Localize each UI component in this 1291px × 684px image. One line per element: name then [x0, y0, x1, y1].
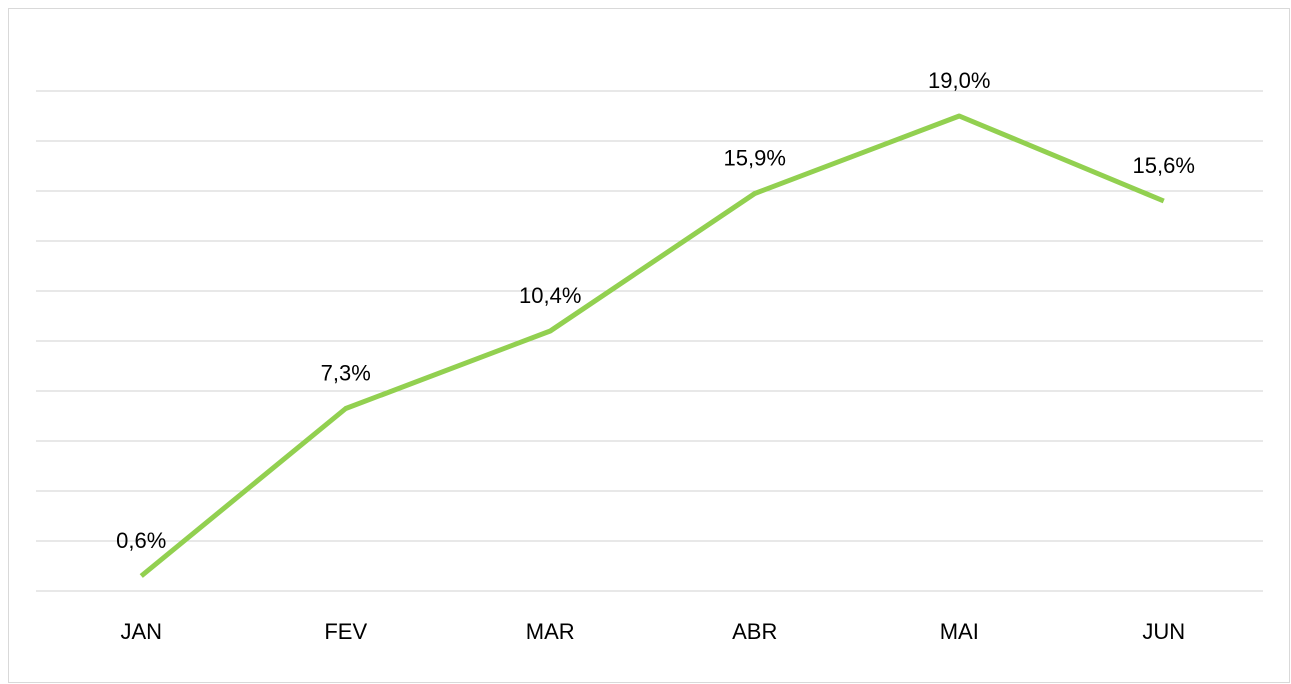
x-tick-label: JAN — [120, 619, 162, 644]
x-tick-label: MAR — [526, 619, 575, 644]
x-tick-label: JUN — [1142, 619, 1185, 644]
x-tick-label: FEV — [324, 619, 367, 644]
x-tick-label: MAI — [940, 619, 979, 644]
data-label: 19,0% — [928, 68, 990, 93]
data-label: 15,9% — [724, 145, 786, 170]
data-label: 0,6% — [116, 528, 166, 553]
data-label: 7,3% — [321, 360, 371, 385]
x-tick-label: ABR — [732, 619, 777, 644]
series-line — [139, 113, 1165, 578]
data-label: 10,4% — [519, 283, 581, 308]
chart-border — [8, 8, 1290, 683]
data-label: 15,6% — [1133, 153, 1195, 178]
